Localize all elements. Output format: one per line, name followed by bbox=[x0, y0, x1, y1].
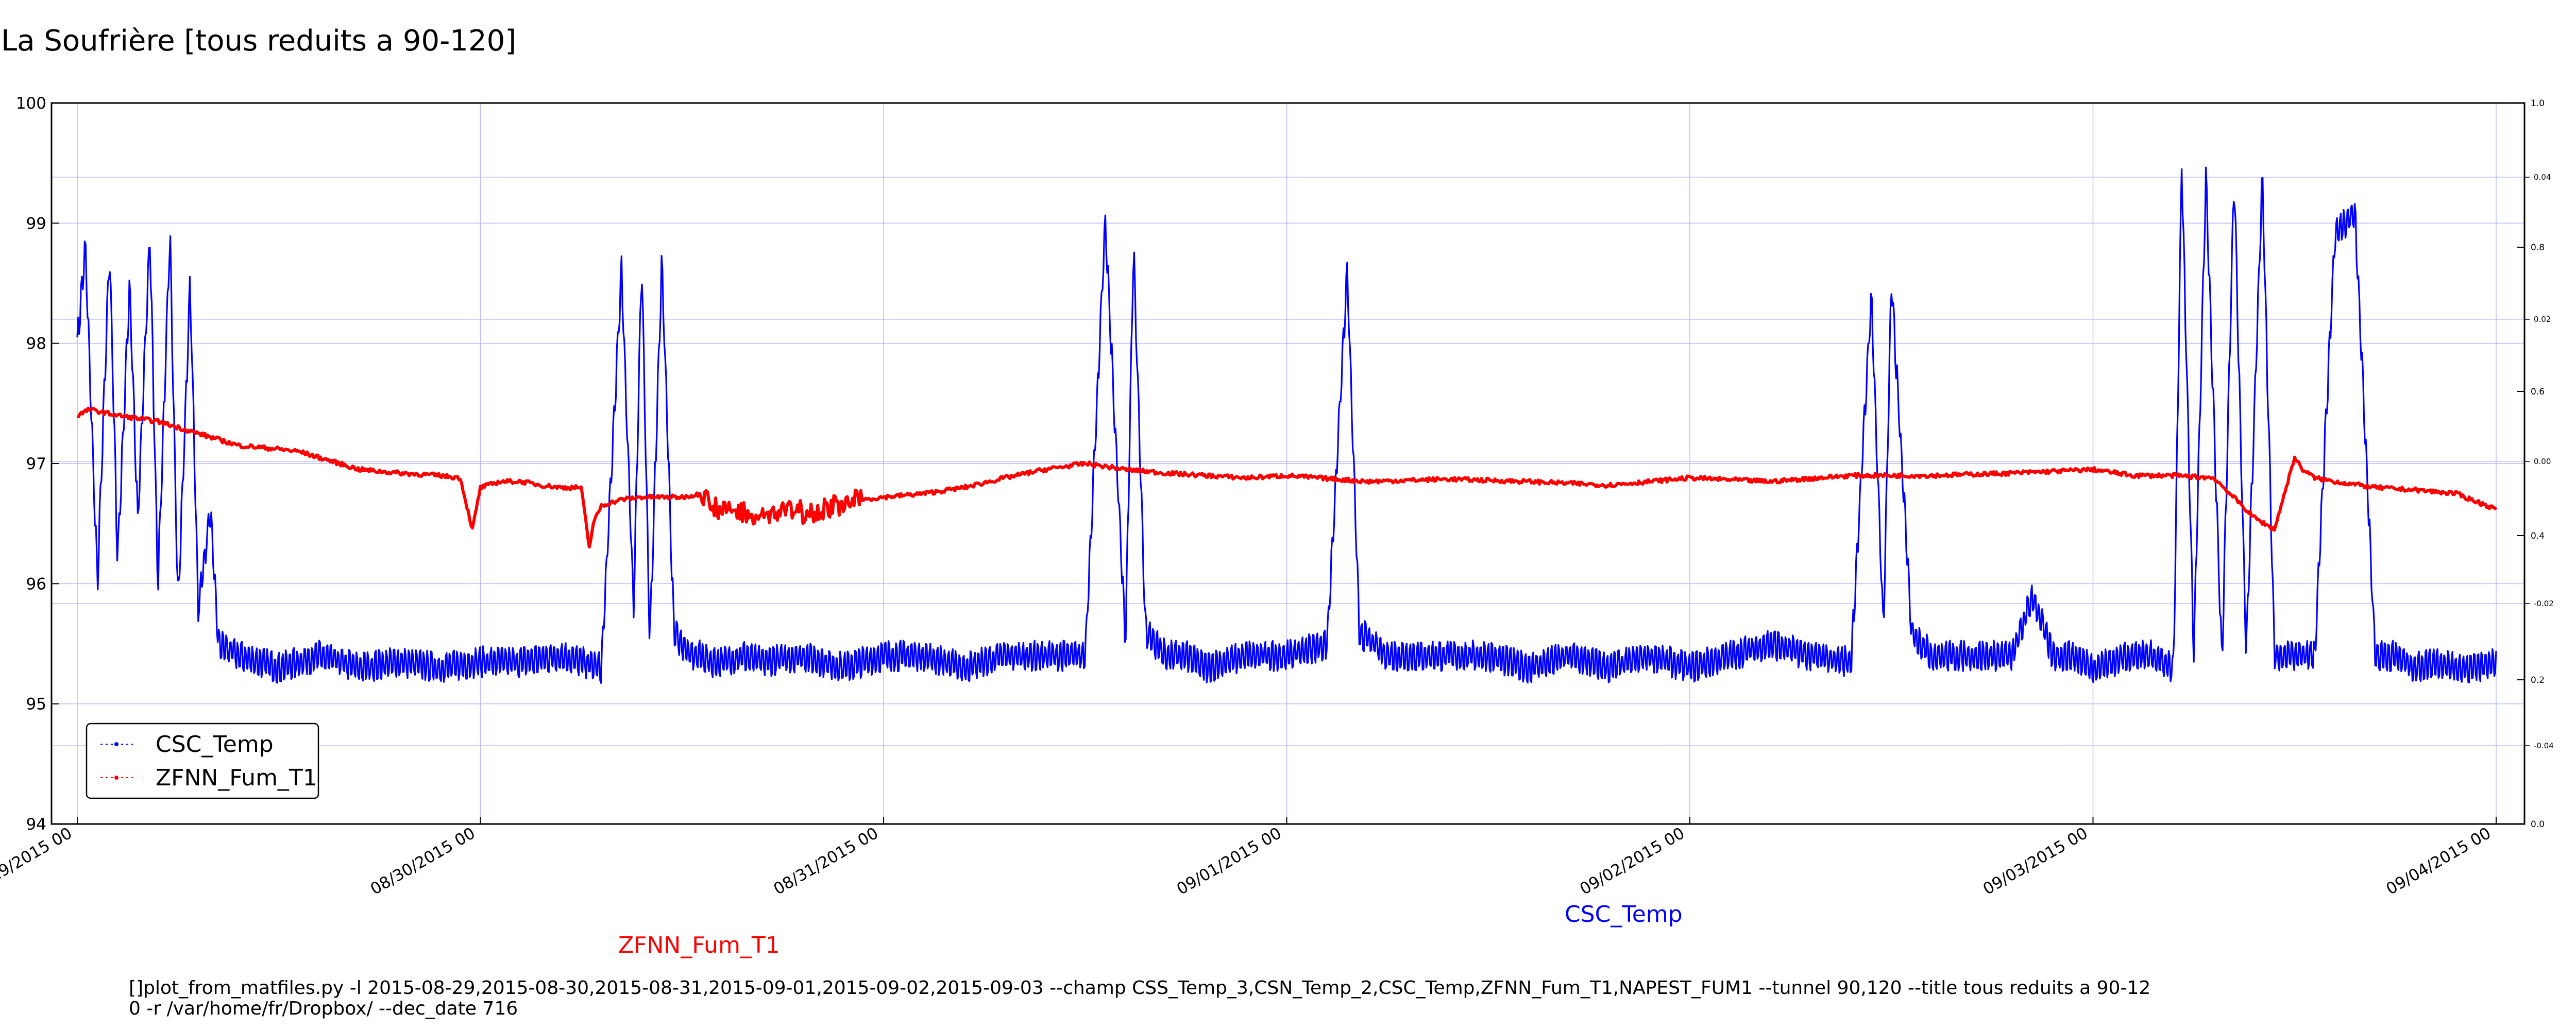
legend-label-zfnn-fum-t1: ZFNN_Fum_T1 bbox=[156, 765, 317, 791]
x-axis: 08/29/2015 00 08/30/2015 00 08/31/2015 00 0… bbox=[0, 817, 2497, 899]
legend-box bbox=[86, 723, 319, 799]
x-tick-label: 09/02/2015 00 bbox=[1577, 824, 1688, 899]
y-tick-label-left: 96 bbox=[26, 575, 46, 593]
x-tick-label: 09/01/2015 00 bbox=[1174, 824, 1284, 899]
y-tick-label-right: 1.0 bbox=[2531, 98, 2545, 109]
y-tick-label-right-secondary: 0.02 bbox=[2534, 315, 2551, 324]
y-axis-left: 94 95 96 97 98 99 100 bbox=[16, 94, 59, 834]
grid-lines bbox=[52, 103, 2524, 824]
y-tick-label-right: 0.2 bbox=[2531, 675, 2545, 685]
legend-marker-zfnn-fum-t1 bbox=[114, 776, 118, 780]
y-tick-label-left: 99 bbox=[26, 214, 46, 233]
y-tick-label-left: 94 bbox=[26, 815, 46, 834]
x-tick-label: 08/31/2015 00 bbox=[771, 824, 882, 899]
x-tick-label: 09/04/2015 00 bbox=[2383, 824, 2494, 899]
y-tick-label-left: 95 bbox=[26, 695, 46, 714]
command-line-2: 0 -r /var/home/fr/Dropbox/ --dec_date 71… bbox=[129, 998, 518, 1019]
y-tick-label-right: 0.8 bbox=[2531, 243, 2545, 253]
legend-label-csc-temp: CSC_Temp bbox=[156, 731, 274, 758]
external-label-zfnn-fum-t1: ZFNN_Fum_T1 bbox=[618, 932, 780, 958]
y-axis-right: 0.0 0.2 0.4 0.6 0.8 1.0 -0.04 -0.02 0.00 0.02 0.04 bbox=[2517, 98, 2554, 830]
y-tick-label-left: 98 bbox=[26, 335, 46, 353]
y-tick-label-right-secondary: -0.04 bbox=[2534, 741, 2554, 750]
y-tick-label-right: 0.0 bbox=[2531, 819, 2545, 830]
x-tick-label: 08/30/2015 00 bbox=[367, 824, 478, 899]
external-label-csc-temp: CSC_Temp bbox=[1565, 901, 1683, 928]
y-tick-label-right: 0.6 bbox=[2531, 387, 2545, 397]
y-tick-label-right-secondary: 0.00 bbox=[2534, 457, 2551, 466]
series-line-csc-temp bbox=[76, 166, 2497, 684]
series-layer bbox=[76, 166, 2498, 684]
command-line-1: []plot_from_matfiles.py -l 2015-08-29,20… bbox=[129, 977, 2150, 999]
legend-marker-csc-temp bbox=[114, 742, 118, 746]
x-tick-label: 08/29/2015 00 bbox=[0, 824, 75, 899]
series-line-zfnn-fum-t1 bbox=[76, 406, 2498, 549]
y-tick-label-left: 100 bbox=[16, 94, 46, 113]
y-tick-label-right: 0.4 bbox=[2531, 531, 2545, 541]
x-tick-label: 09/03/2015 00 bbox=[1980, 824, 2091, 899]
chart-title: La Soufrière [tous reduits a 90-120] bbox=[1, 24, 516, 58]
y-tick-label-left: 97 bbox=[26, 455, 46, 473]
legend: CSC_Temp ZFNN_Fum_T1 bbox=[86, 723, 319, 799]
y-tick-label-right-secondary: -0.02 bbox=[2534, 599, 2554, 608]
y-tick-label-right-secondary: 0.04 bbox=[2534, 173, 2551, 182]
